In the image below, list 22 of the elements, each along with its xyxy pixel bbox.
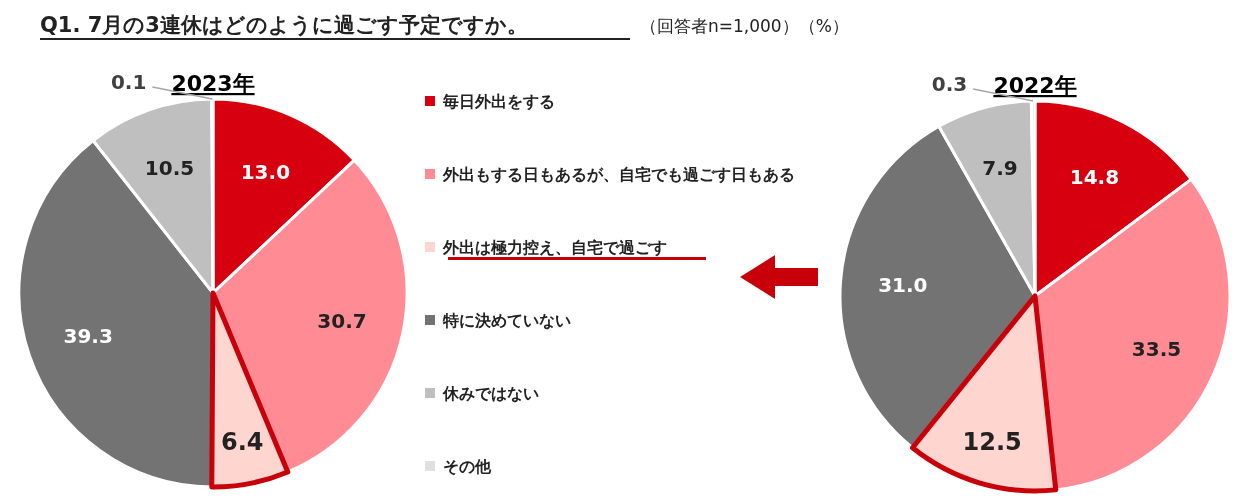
data-label: 14.8 — [1069, 165, 1120, 190]
data-label: 39.3 — [63, 323, 113, 348]
legend-label: 毎日外出をする — [442, 91, 555, 111]
data-label: 33.5 — [1131, 337, 1182, 362]
data-label: 0.1 — [110, 70, 147, 94]
chart-title: 2023年 — [171, 71, 255, 96]
data-label: 10.5 — [144, 156, 195, 181]
legend-label: 外出もする日もあるが、自宅でも過ごす日もある — [442, 164, 795, 184]
data-label: 31.0 — [878, 273, 928, 298]
legend-label: その他 — [443, 456, 492, 476]
data-label: 12.5 — [962, 428, 1022, 457]
text: （回答者n=1,000）（%） — [640, 16, 849, 36]
data-label: 30.7 — [317, 308, 367, 333]
legend-label: 外出は極力控え、自宅で過ごす — [442, 237, 667, 257]
data-label: 13.0 — [240, 159, 291, 184]
data-label: 6.4 — [221, 427, 264, 456]
chart-title: 2022年 — [993, 73, 1077, 98]
data-label: 0.3 — [931, 72, 968, 97]
legend-label: 特に決めていない — [442, 310, 571, 330]
data-label: 7.9 — [982, 156, 1018, 181]
legend-label: 休みではない — [442, 383, 539, 403]
text: Q1. 7月の3連休はどのように過ごす予定ですか。 — [40, 13, 528, 37]
